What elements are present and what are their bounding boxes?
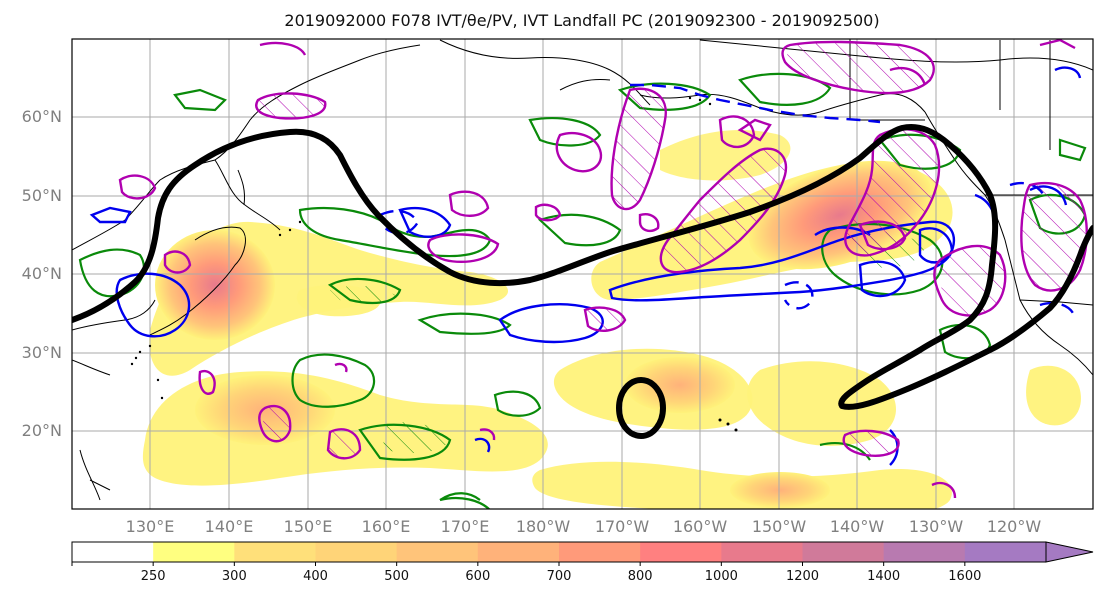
colorbar-label: 800	[628, 569, 653, 584]
lat-label-20: 20°N	[22, 421, 62, 440]
colorbar-label: 1400	[867, 569, 900, 584]
colorbar-label: 250	[141, 569, 166, 584]
colorbar-segment	[883, 542, 966, 562]
colorbar-segment	[802, 542, 885, 562]
lon-label: 170°W	[595, 517, 650, 536]
colorbar-label: 1600	[948, 569, 981, 584]
lon-label: 170°E	[441, 517, 490, 536]
colorbar-label: 300	[222, 569, 247, 584]
colorbar-segment	[72, 542, 154, 562]
lon-label: 120°W	[987, 517, 1042, 536]
colorbar-segment	[559, 542, 641, 562]
colorbar-segment	[640, 542, 722, 562]
lon-label: 150°W	[752, 517, 807, 536]
lat-label-30: 30°N	[22, 343, 62, 362]
lon-label: 140°E	[205, 517, 254, 536]
lon-label: 130°W	[909, 517, 964, 536]
lon-label: 130°E	[126, 517, 175, 536]
landfall-pc-contour	[72, 124, 1093, 439]
pv-hatch	[256, 41, 1087, 459]
colorbar-segment	[234, 542, 316, 562]
colorbar-label: 600	[465, 569, 490, 584]
colorbar-extend-arrow	[1045, 541, 1094, 563]
map-panel	[72, 39, 1093, 509]
colorbar-label: 700	[547, 569, 572, 584]
colorbar-label: 1000	[705, 569, 738, 584]
colorbar-label: 1200	[786, 569, 819, 584]
lat-label-50: 50°N	[22, 186, 62, 205]
lon-label: 140°W	[830, 517, 885, 536]
colorbar-segment	[153, 542, 235, 562]
colorbar-segment	[315, 542, 398, 562]
colorbar-segment	[721, 542, 803, 562]
colorbar-segment	[396, 542, 479, 562]
lon-label: 180°W	[516, 517, 571, 536]
longitude-labels: 130°E 140°E 150°E 160°E 170°E 180°W 170°…	[126, 517, 1042, 536]
lon-label: 150°E	[284, 517, 333, 536]
island-dots	[130, 96, 738, 432]
colorbar-label: 500	[384, 569, 409, 584]
map-border	[71, 38, 1094, 510]
figure-title: 2019092000 F078 IVT/θe/PV, IVT Landfall …	[284, 11, 879, 30]
colorbar: 250 300 400 500 600 700 800 1000 1200 1400 1600	[71, 541, 1094, 584]
lon-label: 160°E	[362, 517, 411, 536]
colorbar-segment	[964, 542, 1047, 562]
lat-label-40: 40°N	[22, 264, 62, 283]
colorbar-segment	[477, 542, 560, 562]
colorbar-label: 400	[303, 569, 328, 584]
lat-label-60: 60°N	[22, 107, 62, 126]
lon-label: 160°W	[673, 517, 728, 536]
latitude-labels: 60°N 50°N 40°N 30°N 20°N	[22, 107, 62, 440]
